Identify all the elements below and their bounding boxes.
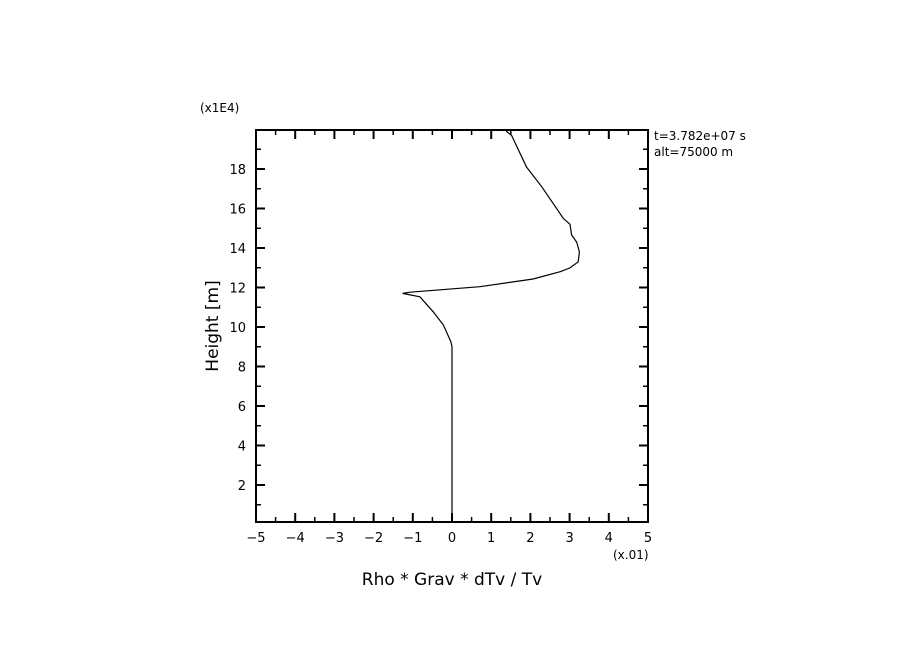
x-tick-label: 4 [605,531,613,546]
x-tick-label: 1 [487,531,495,546]
y-tick-label: 6 [238,400,246,415]
x-tick-label: 5 [644,531,652,546]
x-tick-label: −2 [364,531,383,546]
annotation-time: t=3.782e+07 s [654,129,746,143]
series-line [402,130,581,523]
y-tick-label: 10 [229,321,246,336]
x-tick-label: 3 [565,531,573,546]
plot-frame [255,129,649,523]
y-tick-label: 8 [238,361,246,376]
x-tick-label: 0 [448,531,456,546]
x-multiplier: (x.01) [613,548,649,562]
x-tick-label: −5 [246,531,265,546]
y-tick-label: 16 [229,203,246,218]
x-tick-label: −1 [403,531,422,546]
y-tick-label: 4 [238,440,246,455]
x-tick-label: −3 [325,531,344,546]
x-tick-label: −4 [286,531,305,546]
y-axis-label: Height [m] [203,280,223,371]
x-axis-label: Rho * Grav * dTv / Tv [362,570,542,590]
y-multiplier: (x1E4) [200,101,239,115]
annotation-alt: alt=75000 m [654,145,733,159]
y-tick-label: 12 [229,282,246,297]
y-tick-label: 2 [238,479,246,494]
y-tick-label: 18 [229,163,246,178]
y-tick-label: 14 [229,242,246,257]
x-tick-label: 2 [526,531,534,546]
